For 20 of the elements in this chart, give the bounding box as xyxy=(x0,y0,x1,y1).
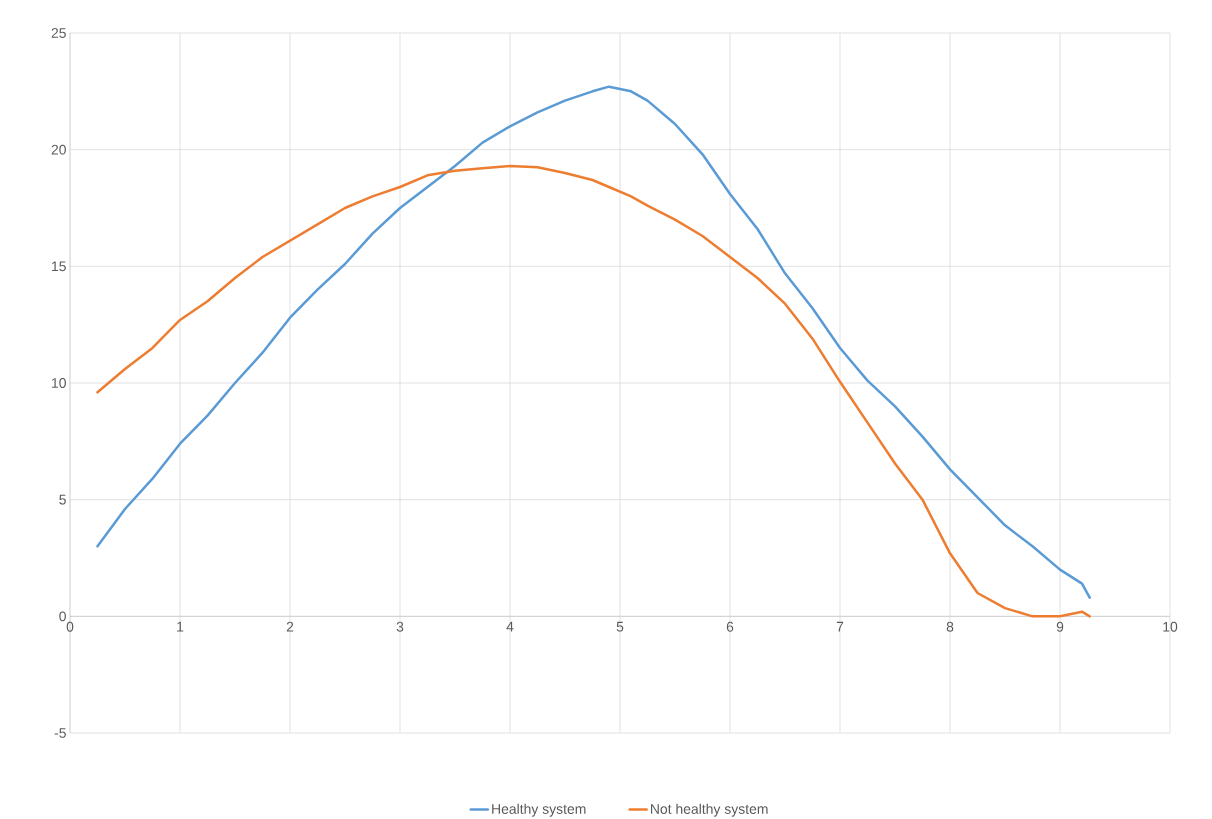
y-tick-label: 10 xyxy=(52,377,66,388)
y-tick-label: 20 xyxy=(51,144,66,155)
x-tick-label: 3 xyxy=(396,621,404,632)
x-tick-label: 2 xyxy=(286,621,294,632)
x-tick-label: 4 xyxy=(506,621,514,632)
y-tick-label: 25 xyxy=(51,27,66,38)
x-tick-label: 6 xyxy=(726,621,734,632)
y-tick-label: -5 xyxy=(54,728,66,738)
x-tick-label: 10 xyxy=(1163,621,1178,632)
y-tick-label: 5 xyxy=(59,494,66,505)
x-tick-label: 5 xyxy=(616,621,624,632)
x-tick-label: 9 xyxy=(1056,621,1064,632)
x-tick-label: 0 xyxy=(66,621,74,632)
legend-label: Healthy system xyxy=(492,803,586,817)
x-tick-label: 1 xyxy=(177,621,184,632)
y-tick-label: 0 xyxy=(59,611,66,622)
x-tick-label: 8 xyxy=(946,621,954,632)
x-tick-label: 7 xyxy=(836,621,844,632)
legend-label: Not healthy system xyxy=(651,803,768,817)
y-tick-label: 15 xyxy=(52,261,66,272)
